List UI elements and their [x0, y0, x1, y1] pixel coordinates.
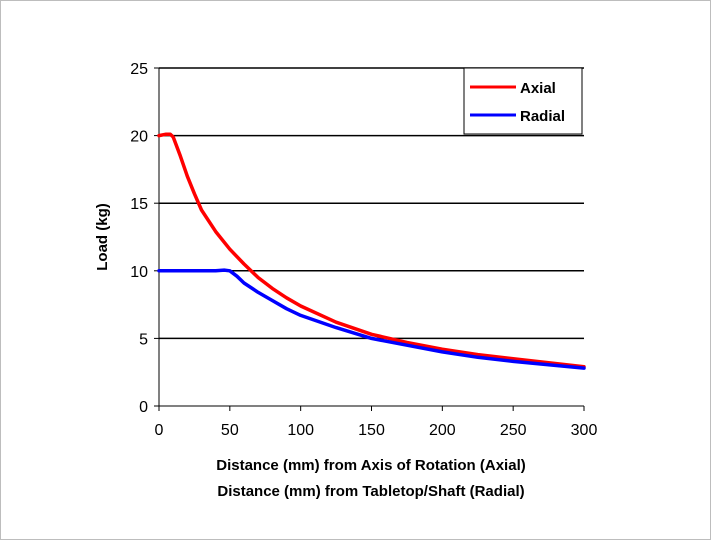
y-tick-label-15: 15: [130, 196, 148, 213]
y-tick-label-10: 10: [130, 264, 148, 281]
legend-box: [463, 67, 583, 135]
x-tick-label-0: 0: [155, 422, 164, 439]
series-line-axial: [157, 132, 586, 369]
y-tick-label-25: 25: [130, 61, 148, 78]
y-tick-label-0: 0: [139, 399, 148, 416]
x-axis-title-line-2: Distance (mm) from Tabletop/Shaft (Radia…: [217, 483, 524, 500]
x-tick-label-150: 150: [358, 422, 385, 439]
x-tick-label-300: 300: [571, 422, 598, 439]
y-tick-label-20: 20: [130, 129, 148, 146]
x-tick-label-200: 200: [429, 422, 456, 439]
series-line-radial: [157, 268, 586, 370]
legend: Axial Radial: [463, 67, 583, 135]
x-tick-label-250: 250: [500, 422, 527, 439]
x-tick-label-50: 50: [221, 422, 239, 439]
x-axis-title-line-1: Distance (mm) from Axis of Rotation (Axi…: [216, 457, 525, 474]
y-axis-title: Load (kg): [94, 203, 111, 271]
legend-label-radial: Radial: [520, 108, 565, 125]
y-tick-label-5: 5: [139, 331, 148, 348]
x-tick-label-100: 100: [287, 422, 314, 439]
legend-label-axial: Axial: [520, 80, 556, 97]
